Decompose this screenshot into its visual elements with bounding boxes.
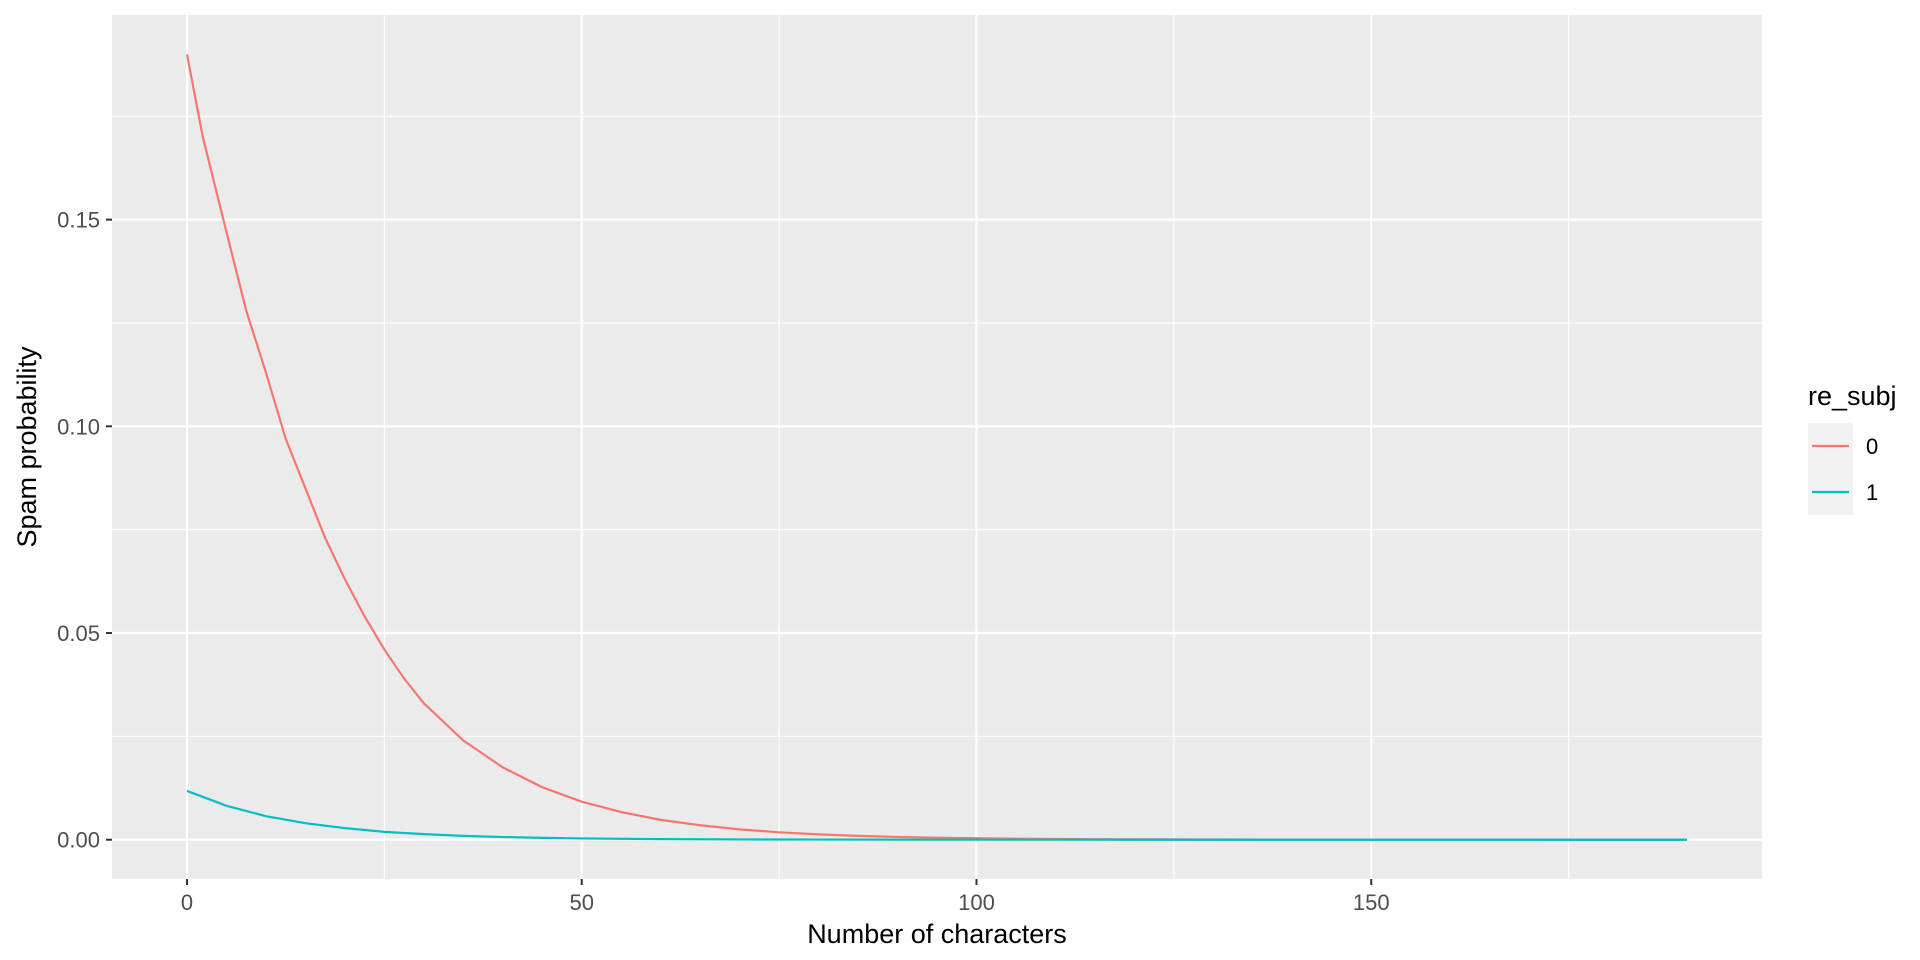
minor-gridlines <box>112 15 1762 879</box>
y-tick-label: 0.00 <box>57 828 100 853</box>
series-lines <box>185 54 1687 841</box>
legend-label-1: 1 <box>1866 480 1878 505</box>
y-axis: 0.00 0.05 0.10 0.15 <box>57 208 112 853</box>
plot-panel <box>112 15 1762 879</box>
series-line-1 <box>186 789 1687 841</box>
y-tick-label: 0.15 <box>57 208 100 233</box>
x-tick-label: 150 <box>1353 890 1390 915</box>
x-tick-label: 0 <box>181 890 193 915</box>
x-axis-title: Number of characters <box>807 919 1067 949</box>
legend-label-0: 0 <box>1866 434 1878 459</box>
x-tick-label: 50 <box>569 890 593 915</box>
y-axis-title: Spam probability <box>12 346 42 548</box>
legend-items: 01 <box>1812 434 1878 505</box>
y-tick-label: 0.05 <box>57 621 100 646</box>
y-tick-label: 0.10 <box>57 414 100 439</box>
legend-key-background <box>1808 423 1853 515</box>
legend-title: re_subj <box>1808 381 1897 411</box>
legend: re_subj 01 <box>1808 381 1897 515</box>
x-axis: 0 50 100 150 <box>181 879 1390 915</box>
x-tick-label: 100 <box>958 890 995 915</box>
